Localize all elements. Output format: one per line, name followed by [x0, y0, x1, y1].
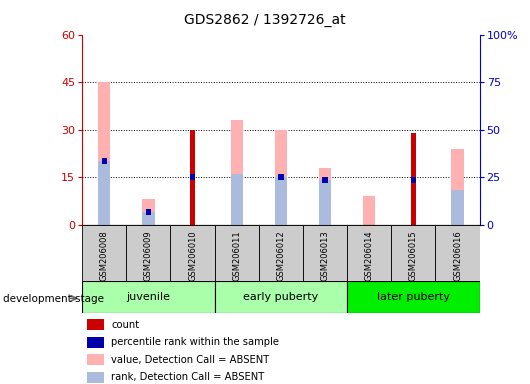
Bar: [215, 281, 347, 313]
Text: GSM206009: GSM206009: [144, 230, 153, 281]
Bar: [322, 177, 328, 183]
Text: GSM206008: GSM206008: [100, 230, 109, 281]
Bar: [98, 82, 110, 225]
Bar: [171, 225, 215, 282]
Bar: [215, 225, 259, 282]
Bar: [98, 161, 110, 225]
Bar: [275, 177, 287, 225]
Text: GSM206011: GSM206011: [232, 230, 241, 281]
Bar: [231, 120, 243, 225]
Bar: [452, 149, 464, 225]
Bar: [391, 225, 436, 282]
Text: GDS2862 / 1392726_at: GDS2862 / 1392726_at: [184, 13, 346, 27]
Bar: [82, 225, 126, 282]
Bar: [363, 196, 375, 225]
Bar: [436, 225, 480, 282]
Bar: [347, 281, 480, 313]
Bar: [190, 130, 195, 225]
Bar: [411, 133, 416, 225]
Bar: [319, 180, 331, 225]
Bar: [275, 130, 287, 225]
Bar: [259, 225, 303, 282]
Bar: [278, 174, 284, 180]
Text: count: count: [111, 320, 139, 330]
Text: GSM206014: GSM206014: [365, 230, 374, 281]
Bar: [231, 174, 243, 225]
Text: percentile rank within the sample: percentile rank within the sample: [111, 337, 279, 348]
Text: later puberty: later puberty: [377, 292, 450, 302]
Bar: [303, 225, 347, 282]
Bar: [142, 212, 155, 225]
Text: juvenile: juvenile: [126, 292, 171, 302]
Text: GSM206010: GSM206010: [188, 230, 197, 281]
Bar: [452, 190, 464, 225]
Bar: [126, 225, 171, 282]
Text: development stage: development stage: [3, 294, 104, 304]
Text: GSM206012: GSM206012: [277, 230, 285, 281]
Bar: [86, 354, 103, 365]
Text: GSM206015: GSM206015: [409, 230, 418, 281]
Bar: [102, 159, 107, 164]
Bar: [82, 281, 215, 313]
Bar: [146, 209, 151, 215]
Text: GSM206013: GSM206013: [321, 230, 330, 281]
Text: value, Detection Call = ABSENT: value, Detection Call = ABSENT: [111, 355, 269, 365]
Bar: [319, 168, 331, 225]
Bar: [86, 372, 103, 382]
Bar: [142, 199, 155, 225]
Text: early puberty: early puberty: [243, 292, 319, 302]
Text: GSM206016: GSM206016: [453, 230, 462, 281]
Bar: [411, 177, 416, 183]
Text: rank, Detection Call = ABSENT: rank, Detection Call = ABSENT: [111, 372, 264, 382]
Bar: [347, 225, 391, 282]
Bar: [190, 174, 195, 180]
Bar: [86, 337, 103, 348]
Bar: [86, 319, 103, 330]
